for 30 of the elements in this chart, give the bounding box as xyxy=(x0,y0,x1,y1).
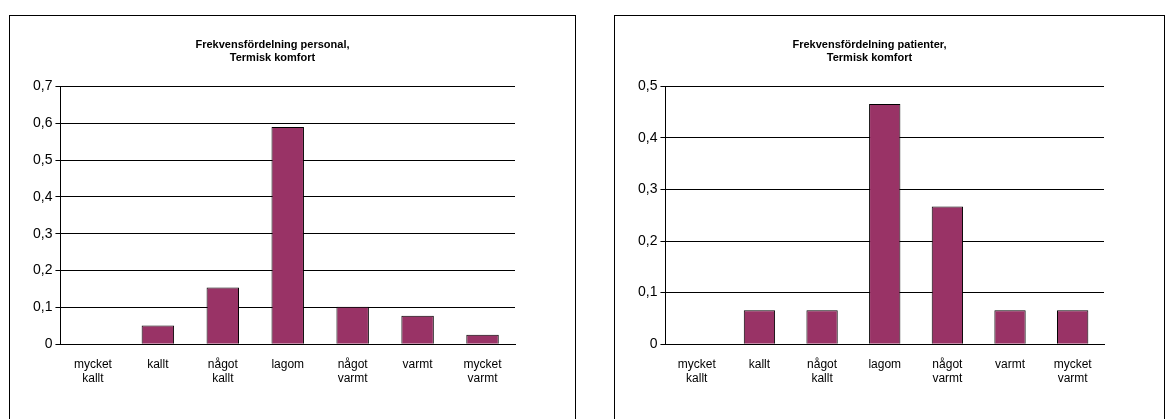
y-tick-label: 0,3 xyxy=(32,224,53,241)
y-tick-label: 0,5 xyxy=(32,150,53,167)
x-tick-label: mycket kallt xyxy=(677,356,717,386)
x-tick-label: varmt xyxy=(402,356,434,371)
y-tick-label: 0 xyxy=(649,335,658,352)
x-tick-label: kallt xyxy=(147,356,170,371)
x-tick-label: lagom xyxy=(868,356,902,371)
x-tick-label: något kallt xyxy=(207,356,239,386)
x-tick-label: något varmt xyxy=(337,356,369,386)
y-tick-label: 0,7 xyxy=(32,77,53,94)
y-tick-label: 0,4 xyxy=(637,128,658,145)
y-tick-label: 0,2 xyxy=(32,261,53,278)
y-tick-label: 0,1 xyxy=(32,298,53,315)
y-tick-label: 0,1 xyxy=(637,283,658,300)
x-tick-label: varmt xyxy=(995,356,1026,371)
x-tick-label: något varmt xyxy=(932,356,964,386)
x-tick-label: kallt xyxy=(748,356,771,371)
y-tick-label: 0,2 xyxy=(637,231,658,248)
x-tick-label: lagom xyxy=(271,356,305,371)
x-tick-label: mycket varmt xyxy=(463,356,503,386)
y-tick-label: 0,5 xyxy=(637,77,658,94)
chart-title: Frekvensfördelning patienter, Termisk komfort xyxy=(792,37,947,63)
y-tick-label: 0,6 xyxy=(32,114,53,131)
x-tick-label: mycket varmt xyxy=(1053,356,1093,386)
x-tick-label: mycket kallt xyxy=(73,356,113,386)
y-tick-label: 0,4 xyxy=(32,187,53,204)
chart-title: Frekvensfördelning personal, Termisk komfort xyxy=(195,37,350,63)
y-tick-label: 0 xyxy=(44,335,53,352)
x-tick-label: något kallt xyxy=(807,356,838,386)
y-tick-label: 0,3 xyxy=(637,180,658,197)
